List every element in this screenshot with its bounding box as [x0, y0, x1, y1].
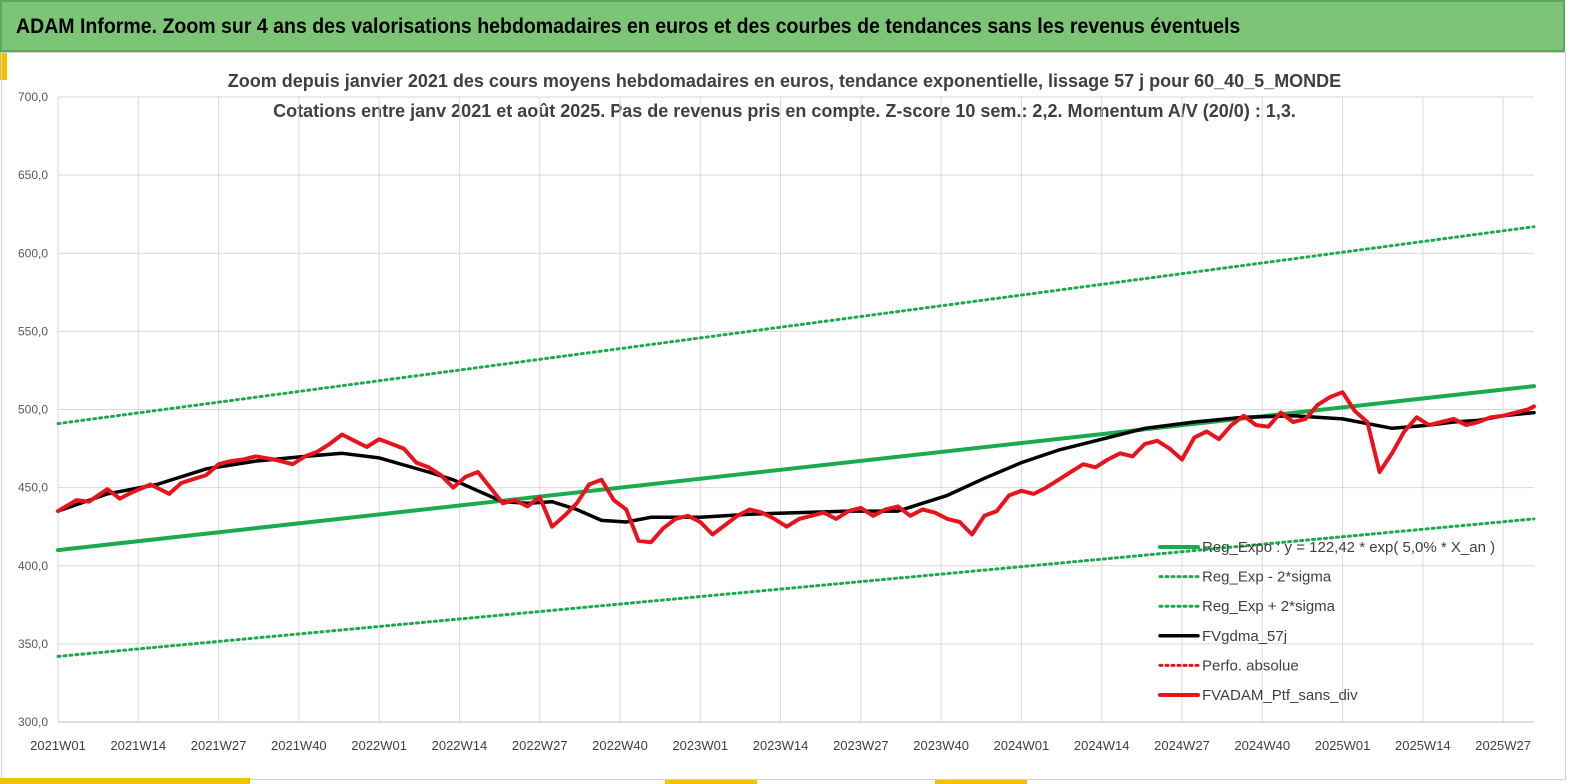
x-tick-label: 2024W27	[1154, 738, 1210, 753]
legend-label: FVADAM_Ptf_sans_div	[1202, 687, 1358, 704]
x-tick-label: 2022W40	[592, 738, 648, 753]
report-title: ADAM Informe. Zoom sur 4 ans des valoris…	[16, 15, 1241, 38]
x-tick-label: 2023W01	[672, 738, 728, 753]
legend-label: Perfo. absolue	[1202, 657, 1299, 674]
accent-bar-top	[0, 52, 7, 80]
x-tick-label: 2024W14	[1074, 738, 1130, 753]
x-tick-label: 2023W14	[753, 738, 809, 753]
y-tick-label: 450,0	[18, 481, 48, 495]
y-tick-label: 650,0	[18, 168, 48, 182]
x-tick-label: 2021W14	[110, 738, 166, 753]
series-line-1	[56, 517, 1536, 658]
x-tick-label: 2023W27	[833, 738, 889, 753]
y-axis-ticks: 300,0 350,0 400,0 450,0 500,0 550,0 600,0 650,0…	[18, 90, 48, 729]
x-tick-label: 2022W14	[432, 738, 488, 753]
x-axis-ticks: 2021W01 2021W14 2021W27 2021W40 2022W01 2022W…	[30, 738, 1531, 753]
y-tick-label: 400,0	[18, 559, 48, 573]
legend-label: Reg_Exp + 2*sigma	[1202, 598, 1336, 615]
chart-title: Zoom depuis janvier 2021 des cours moyen…	[227, 71, 1342, 91]
y-tick-label: 300,0	[18, 715, 48, 729]
y-tick-label: 350,0	[18, 637, 48, 651]
x-tick-label: 2022W01	[351, 738, 407, 753]
x-tick-label: 2022W27	[512, 738, 568, 753]
series-group	[56, 225, 1536, 658]
report-header: ADAM Informe. Zoom sur 4 ans des valoris…	[0, 0, 1565, 52]
series-line-2	[56, 225, 1536, 426]
accent-bar-bottom-3	[935, 780, 1027, 784]
x-tick-label: 2024W01	[994, 738, 1050, 753]
x-tick-label: 2021W01	[30, 738, 86, 753]
series-line-0	[56, 384, 1536, 553]
y-tick-label: 600,0	[18, 246, 48, 260]
legend: Reg_Expo : y = 122,42 * exp( 5,0% * X_an…	[1158, 539, 1495, 704]
chart-frame	[1, 52, 1566, 780]
legend-label: Reg_Exp - 2*sigma	[1202, 569, 1332, 586]
x-tick-label: 2025W27	[1475, 738, 1531, 753]
x-tick-label: 2021W27	[191, 738, 247, 753]
x-tick-label: 2023W40	[913, 738, 969, 753]
x-tick-label: 2021W40	[271, 738, 327, 753]
accent-bar-bottom-2	[665, 780, 757, 784]
legend-label: Reg_Expo : y = 122,42 * exp( 5,0% * X_an…	[1202, 539, 1495, 556]
grid	[57, 96, 1534, 723]
series-line-5	[56, 390, 1536, 545]
chart-subtitle: Cotations entre janv 2021 et août 2025. …	[273, 101, 1296, 121]
y-tick-label: 550,0	[18, 324, 48, 338]
x-tick-label: 2025W14	[1395, 738, 1451, 753]
x-tick-label: 2025W01	[1315, 738, 1371, 753]
accent-bar-bottom	[0, 778, 250, 784]
y-tick-label: 500,0	[18, 403, 48, 417]
y-tick-label: 700,0	[18, 90, 48, 104]
x-tick-label: 2024W40	[1234, 738, 1290, 753]
legend-label: FVgdma_57j	[1202, 628, 1287, 645]
